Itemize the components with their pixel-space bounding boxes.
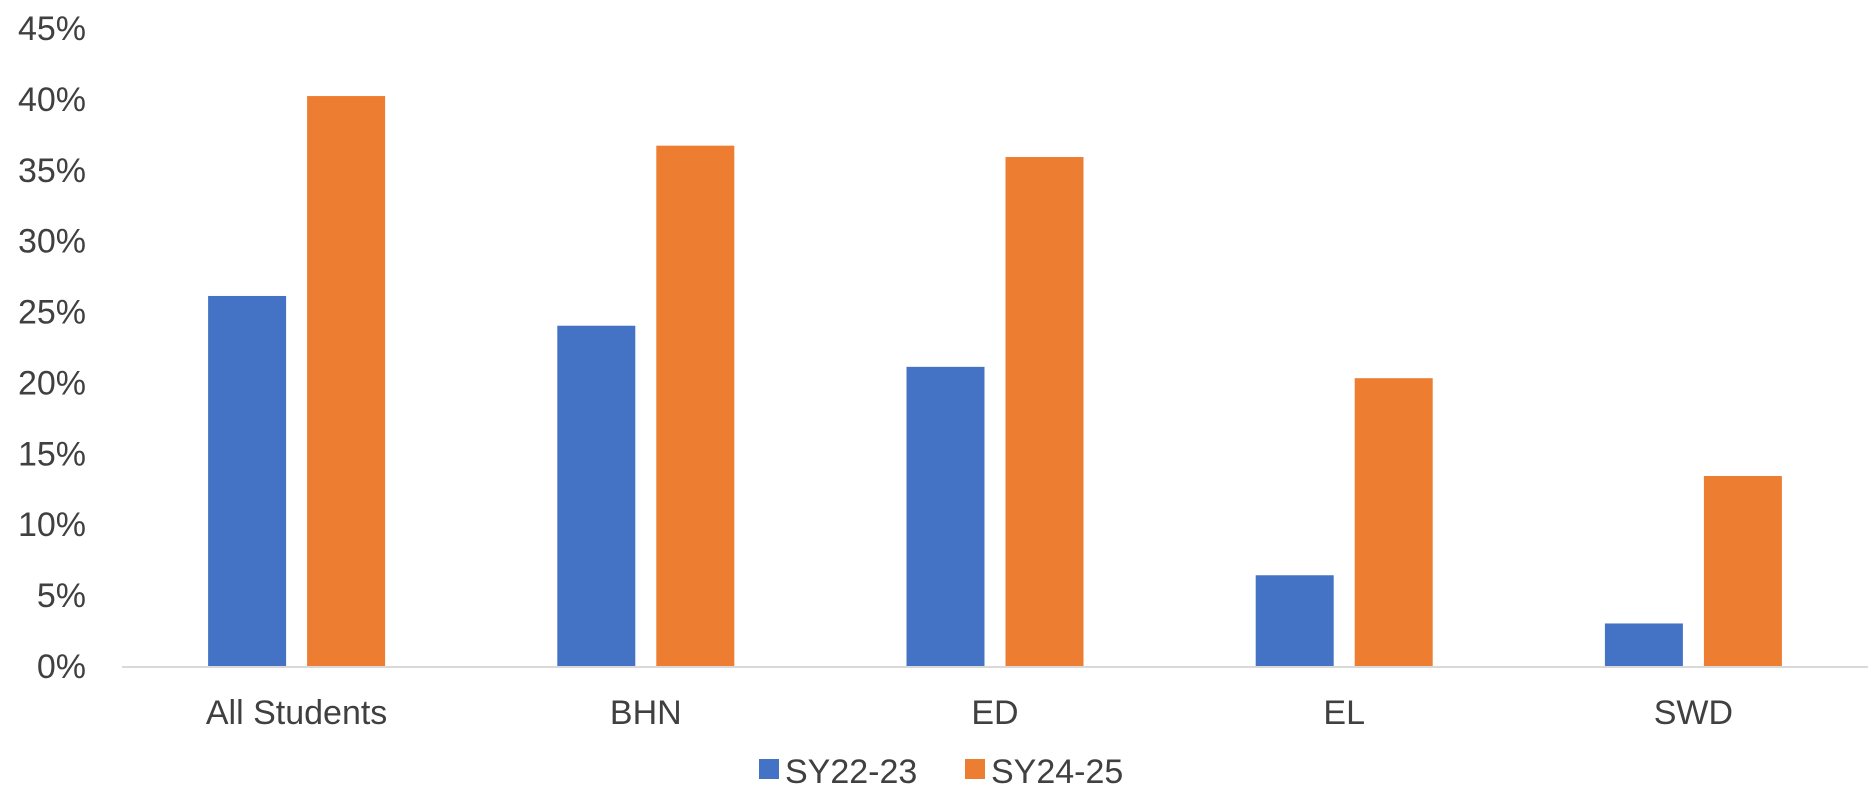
bar-sy24-25-bhn [656,145,735,667]
bars [208,96,1782,667]
y-tick-label: 30% [18,223,86,261]
y-tick-label: 40% [18,81,86,119]
bar-sy22-23-el [1255,575,1334,666]
legend-label: SY24-25 [991,753,1123,791]
y-tick-label: 35% [18,152,86,190]
y-tick-label: 20% [18,364,86,402]
y-tick-label: 0% [37,648,86,686]
y-tick-label: 45% [18,10,86,48]
bar-sy22-23-ed [906,366,985,666]
y-tick-label: 5% [37,577,86,615]
bar-sy22-23-bhn [557,325,636,666]
category-label: ED [971,694,1018,732]
y-tick-label: 15% [18,435,86,473]
category-label: SWD [1654,694,1733,732]
bar-sy24-25-all-students [307,96,386,666]
x-axis-category-labels: All Students BHN ED EL SWD [206,694,1733,732]
bar-sy24-25-el [1354,378,1433,666]
bar-sy22-23-swd [1604,623,1683,666]
category-label: EL [1323,694,1365,732]
category-label: All Students [206,694,387,732]
legend-swatch [759,759,779,779]
y-tick-label: 10% [18,506,86,544]
y-axis-ticks: 0% 5% 10% 15% 20% 25% 30% 35% 40% 45% [18,10,86,686]
bar-sy24-25-swd [1703,476,1782,666]
legend: SY22-23 SY24-25 [759,753,1123,791]
legend-label: SY22-23 [785,753,917,791]
category-label: BHN [610,694,682,732]
bar-sy24-25-ed [1005,157,1084,667]
y-tick-label: 25% [18,294,86,332]
legend-swatch [965,759,985,779]
bar-sy22-23-all-students [208,295,287,666]
